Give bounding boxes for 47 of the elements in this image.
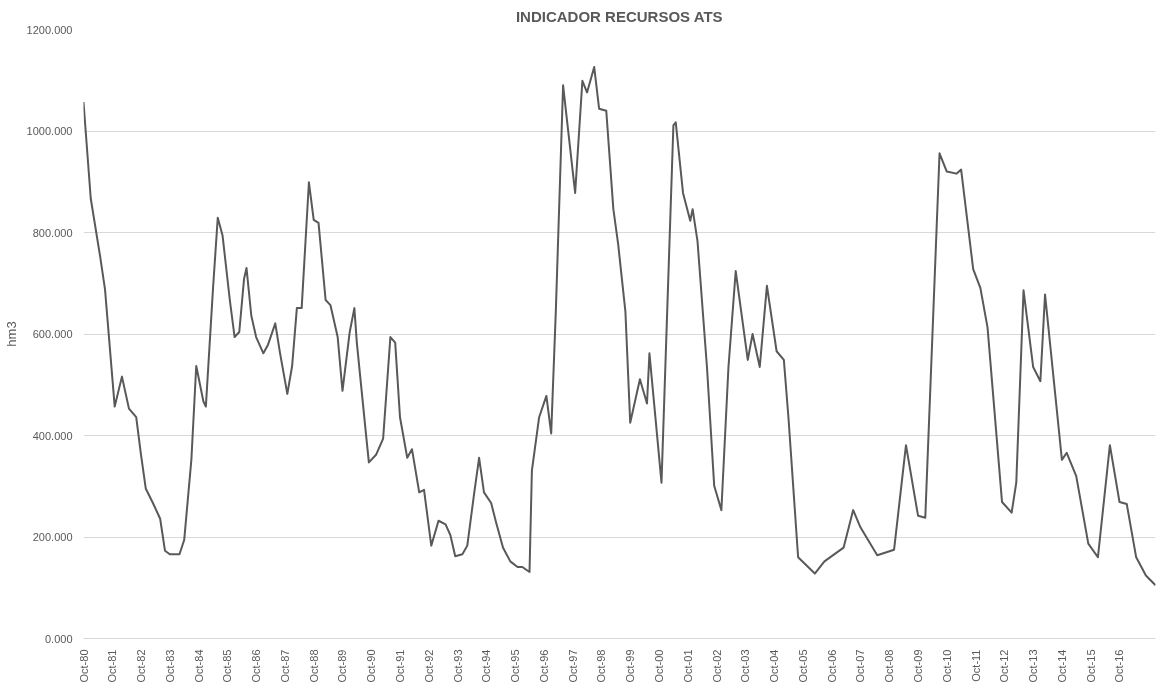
y-tick-label: 800.000 xyxy=(32,226,73,239)
x-tick-label: Oct-94 xyxy=(480,649,493,683)
x-tick-label: Oct-02 xyxy=(710,649,723,683)
x-tick-label: Oct-97 xyxy=(566,649,579,683)
x-tick-label: Oct-82 xyxy=(135,649,148,683)
y-tick-label: 1200.000 xyxy=(26,23,73,36)
x-tick-label: Oct-80 xyxy=(77,649,90,683)
x-tick-label: Oct-15 xyxy=(1084,649,1097,683)
x-tick-label: Oct-85 xyxy=(221,649,234,683)
x-tick-label: Oct-93 xyxy=(451,649,464,683)
x-tick-label: Oct-13 xyxy=(1027,649,1040,683)
x-tick-label: Oct-83 xyxy=(163,649,176,683)
x-tick-label: Oct-06 xyxy=(825,649,838,683)
line-series xyxy=(83,66,1156,587)
x-tick-label: Oct-86 xyxy=(250,649,263,683)
x-tick-label: Oct-09 xyxy=(912,649,925,683)
y-tick-label: 600.000 xyxy=(32,328,73,340)
x-tick-label: Oct-89 xyxy=(336,649,349,683)
x-tick-label: Oct-84 xyxy=(192,649,205,683)
x-tick-label: Oct-91 xyxy=(393,649,406,683)
chart-title: INDICADOR RECURSOS ATS xyxy=(515,7,723,25)
x-tick-label: Oct-00 xyxy=(653,649,666,683)
x-tick-label: Oct-01 xyxy=(681,649,694,683)
x-tick-label: Oct-95 xyxy=(509,649,522,683)
x-tick-label: Oct-87 xyxy=(278,649,291,683)
x-tick-label: Oct-98 xyxy=(595,649,608,683)
y-tick-label: 400.000 xyxy=(32,429,73,442)
x-tick-label: Oct-05 xyxy=(796,649,809,683)
x-tick-label: Oct-03 xyxy=(739,649,752,683)
x-tick-label: Oct-92 xyxy=(422,649,435,683)
x-tick-label: Oct-96 xyxy=(537,649,550,683)
y-axis-title: hm3 xyxy=(3,321,19,347)
x-tick-label: Oct-07 xyxy=(854,649,867,683)
x-tick-label: Oct-88 xyxy=(307,649,320,683)
y-tick-label: 200.000 xyxy=(32,531,73,543)
y-tick-label: 1000.000 xyxy=(26,125,73,137)
x-tick-label: Oct-08 xyxy=(883,649,896,683)
x-tick-label: Oct-99 xyxy=(624,649,637,683)
x-tick-label: Oct-12 xyxy=(998,649,1011,683)
x-tick-label: Oct-81 xyxy=(106,649,119,683)
x-tick-label: Oct-16 xyxy=(1113,649,1126,683)
x-tick-label: Oct-04 xyxy=(768,649,781,683)
x-tick-label: Oct-14 xyxy=(1055,649,1068,683)
x-tick-label: Oct-90 xyxy=(365,649,378,683)
x-tick-label: Oct-10 xyxy=(940,649,953,683)
y-tick-label: 0.000 xyxy=(44,632,73,645)
x-tick-label: Oct-11 xyxy=(969,649,982,682)
